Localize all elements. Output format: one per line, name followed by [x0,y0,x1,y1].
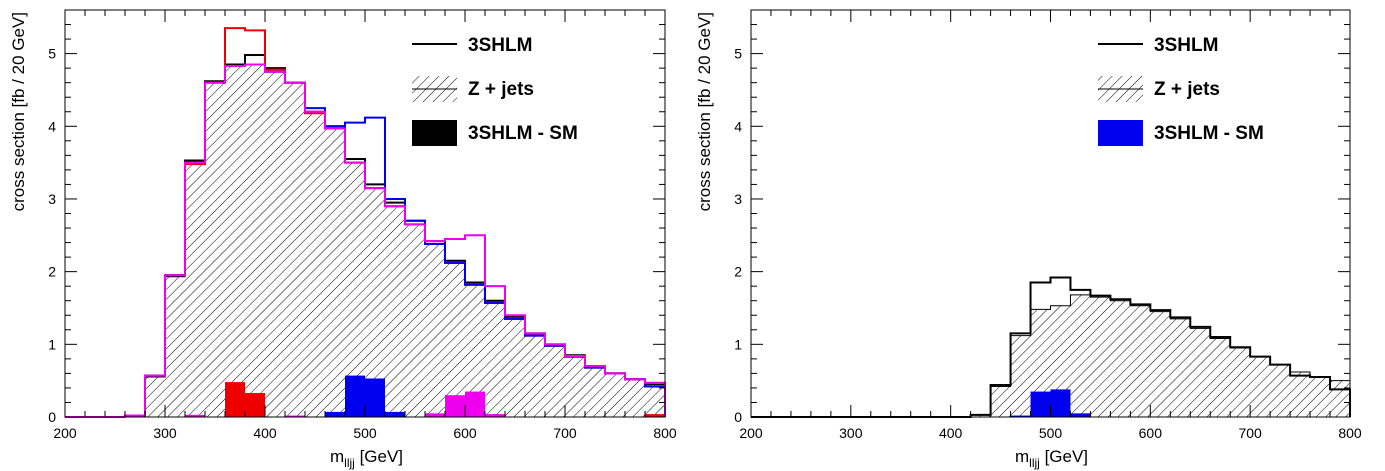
x-axis-title-subscript: lljj [1029,456,1040,470]
y-tick-label: 3 [48,191,56,207]
x-axis-title: mlljj [GeV] [330,447,403,470]
y-tick-label: 1 [48,336,56,352]
x-axis-title-unit: [GeV] [1040,447,1088,466]
difference-bar [485,414,505,417]
x-tick-label: 400 [939,425,963,441]
x-tick-label: 300 [153,425,177,441]
difference-bar [645,414,665,417]
x-tick-label: 700 [1238,425,1262,441]
y-tick-label: 2 [734,264,742,280]
x-tick-label: 800 [653,425,677,441]
difference-bar [1050,389,1071,417]
chart-left: 200 300 400 500 600 700 800 0 1 2 3 4 5 mlljj [GeV] cr… [9,9,677,470]
x-tick-label: 600 [1139,425,1163,441]
legend-label: 3SHLM [1154,35,1218,56]
y-tick-label: 0 [48,409,56,425]
x-tick-label: 200 [739,425,763,441]
y-tick-label: 1 [734,336,742,352]
legend-swatch-filled [1098,120,1143,146]
difference-bar [445,395,465,417]
legend-swatch-filled [412,120,457,146]
x-tick-label: 200 [53,425,77,441]
x-tick-label: 700 [553,425,577,441]
x-tick-label: 500 [353,425,377,441]
x-tick-label: 300 [839,425,863,441]
y-tick-label: 0 [734,409,742,425]
legend-label: Z + jets [1154,79,1220,100]
y-tick-label: 5 [734,46,742,62]
difference-bar [385,411,405,417]
x-axis-title-unit: [GeV] [355,447,403,466]
y-tick-label: 4 [734,118,742,134]
y-tick-label: 5 [48,46,56,62]
legend-label: 3SHLM [468,35,532,56]
difference-bar [325,411,345,417]
x-axis-title-main: m [330,447,344,466]
x-axis-title: mlljj [GeV] [1015,447,1088,470]
legend-label: 3SHLM - SM [468,123,578,144]
y-axis-title: cross section [fb / 20 GeV] [695,12,714,211]
series-line-3 [65,63,666,418]
y-tick-label: 4 [48,118,56,134]
difference-bar [345,375,365,417]
difference-bar [1010,415,1031,417]
difference-bar [285,415,305,417]
y-axis-title: cross section [fb / 20 GeV] [9,12,28,211]
legend-label: Z + jets [468,79,534,100]
chart-right: 200 300 400 500 600 700 800 0 1 2 3 4 5 mlljj [GeV] cr… [695,9,1362,470]
x-tick-label: 800 [1338,425,1362,441]
difference-bar [425,413,445,417]
difference-bar [365,378,385,417]
y-tick-label: 3 [734,191,742,207]
x-tick-label: 600 [453,425,477,441]
difference-bar [185,414,205,417]
difference-bar [1070,413,1091,417]
difference-bar [245,393,265,417]
y-tick-label: 2 [48,264,56,280]
x-tick-label: 400 [253,425,277,441]
x-axis-title-main: m [1015,447,1029,466]
x-tick-label: 500 [1039,425,1063,441]
legend-label: 3SHLM - SM [1154,123,1264,144]
difference-bar [225,382,245,417]
x-axis-title-subscript: lljj [344,456,355,470]
difference-bar [1030,391,1051,417]
difference-bar [465,391,485,417]
